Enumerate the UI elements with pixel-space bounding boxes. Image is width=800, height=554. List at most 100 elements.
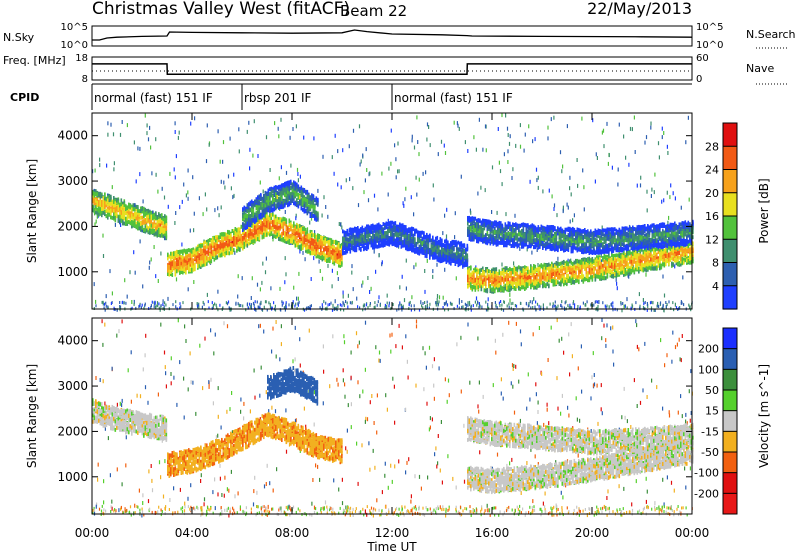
power-band-cell xyxy=(284,185,286,189)
power-band-cell xyxy=(381,234,383,239)
power-band-cell xyxy=(107,206,109,211)
power-noise-cell xyxy=(337,149,339,154)
power-noise-cell xyxy=(113,167,115,172)
power-band-cell xyxy=(119,214,121,219)
power-ground-cell xyxy=(179,306,181,310)
power-noise-cell xyxy=(658,155,660,160)
power-band-cell xyxy=(311,204,313,209)
power-band-cell xyxy=(234,231,237,236)
power-band-cell xyxy=(95,198,97,203)
power-noise-cell xyxy=(292,127,294,131)
power-ground-cell xyxy=(510,306,512,310)
power-ground-cell xyxy=(402,306,404,310)
power-noise-cell xyxy=(661,135,663,140)
power-band-cell xyxy=(352,239,355,244)
power-band-cell xyxy=(236,242,238,247)
power-noise-cell xyxy=(133,250,135,255)
power-band-cell xyxy=(311,246,313,251)
power-band-cell xyxy=(309,229,312,234)
power-band-cell xyxy=(237,235,240,240)
power-band-cell xyxy=(281,232,283,237)
power-noise-cell xyxy=(144,113,146,118)
power-band-cell xyxy=(197,264,199,269)
power-band-cell xyxy=(293,223,295,228)
power-band-cell xyxy=(411,228,413,233)
power-band-cell xyxy=(177,255,180,260)
freq-ytick-right: 60 xyxy=(696,53,709,64)
power-noise-cell xyxy=(536,178,538,183)
power-noise-cell xyxy=(331,155,333,160)
power-band-cell xyxy=(397,233,400,237)
power-band-cell xyxy=(233,231,235,236)
power-band-cell xyxy=(173,259,175,264)
power-ground-cell xyxy=(237,302,239,306)
power-band-cell xyxy=(165,229,168,234)
power-band-cell xyxy=(296,187,298,192)
power-noise-cell xyxy=(95,219,97,224)
power-band-cell xyxy=(302,239,304,244)
power-band-cell xyxy=(336,257,339,262)
power-band-cell xyxy=(293,239,295,244)
power-band-cell xyxy=(329,248,331,253)
power-band-cell xyxy=(338,263,340,268)
power-noise-cell xyxy=(667,151,669,155)
power-band-cell xyxy=(179,267,181,272)
power-ground-cell xyxy=(362,308,364,312)
power-ground-cell xyxy=(597,304,599,308)
power-band-cell xyxy=(183,248,186,253)
power-noise-cell xyxy=(181,242,183,247)
power-band-cell xyxy=(417,238,419,243)
power-band-cell xyxy=(180,266,183,271)
power-band-cell xyxy=(258,201,261,206)
power-band-cell xyxy=(390,240,392,245)
power-band-cell xyxy=(176,258,178,263)
power-band-cell xyxy=(387,222,389,226)
power-band-cell xyxy=(278,225,280,230)
power-noise-cell xyxy=(241,276,243,281)
power-band-cell xyxy=(397,242,400,247)
power-band-cell xyxy=(364,235,367,240)
power-band-cell xyxy=(273,230,276,234)
power-band-cell xyxy=(134,223,136,228)
power-band-cell xyxy=(303,209,306,214)
power-band-cell xyxy=(417,247,419,251)
power-band-cell xyxy=(122,204,124,209)
power-ground-cell xyxy=(343,302,345,306)
power-noise-cell xyxy=(477,191,479,196)
power-band-cell xyxy=(303,188,306,192)
power-band-cell xyxy=(333,240,336,245)
power-band-cell xyxy=(393,235,395,240)
power-ground-cell xyxy=(102,300,104,304)
power-ground-cell xyxy=(369,303,371,307)
power-band-cell xyxy=(252,201,255,205)
power-band-cell xyxy=(131,221,133,226)
power-band-cell xyxy=(140,206,142,211)
power-noise-cell xyxy=(347,293,349,298)
power-band-cell xyxy=(207,249,210,254)
power-band-cell xyxy=(276,190,279,195)
power-ground-cell xyxy=(346,301,348,305)
power-noise-cell xyxy=(528,124,530,129)
power-band-cell xyxy=(257,230,259,234)
power-band-cell xyxy=(324,238,327,242)
power-noise-cell xyxy=(120,223,122,227)
power-ground-cell xyxy=(294,304,296,308)
power-band-cell xyxy=(203,259,205,264)
power-band-cell xyxy=(403,230,406,234)
power-band-cell xyxy=(213,245,216,250)
power-noise-cell xyxy=(446,207,448,212)
power-ground-cell xyxy=(266,308,268,312)
power-ground-cell xyxy=(401,305,403,309)
power-band-cell xyxy=(272,235,274,239)
power-noise-cell xyxy=(181,199,183,204)
power-band-cell xyxy=(332,239,334,244)
power-ground-cell xyxy=(465,306,467,310)
power-band-cell xyxy=(302,229,304,234)
power-noise-cell xyxy=(251,276,253,281)
power-band-cell xyxy=(303,203,306,208)
power-band-cell xyxy=(167,256,169,261)
power-noise-cell xyxy=(499,169,502,174)
power-band-cell xyxy=(394,221,397,226)
power-noise-cell xyxy=(668,215,670,220)
power-noise-cell xyxy=(685,140,687,145)
